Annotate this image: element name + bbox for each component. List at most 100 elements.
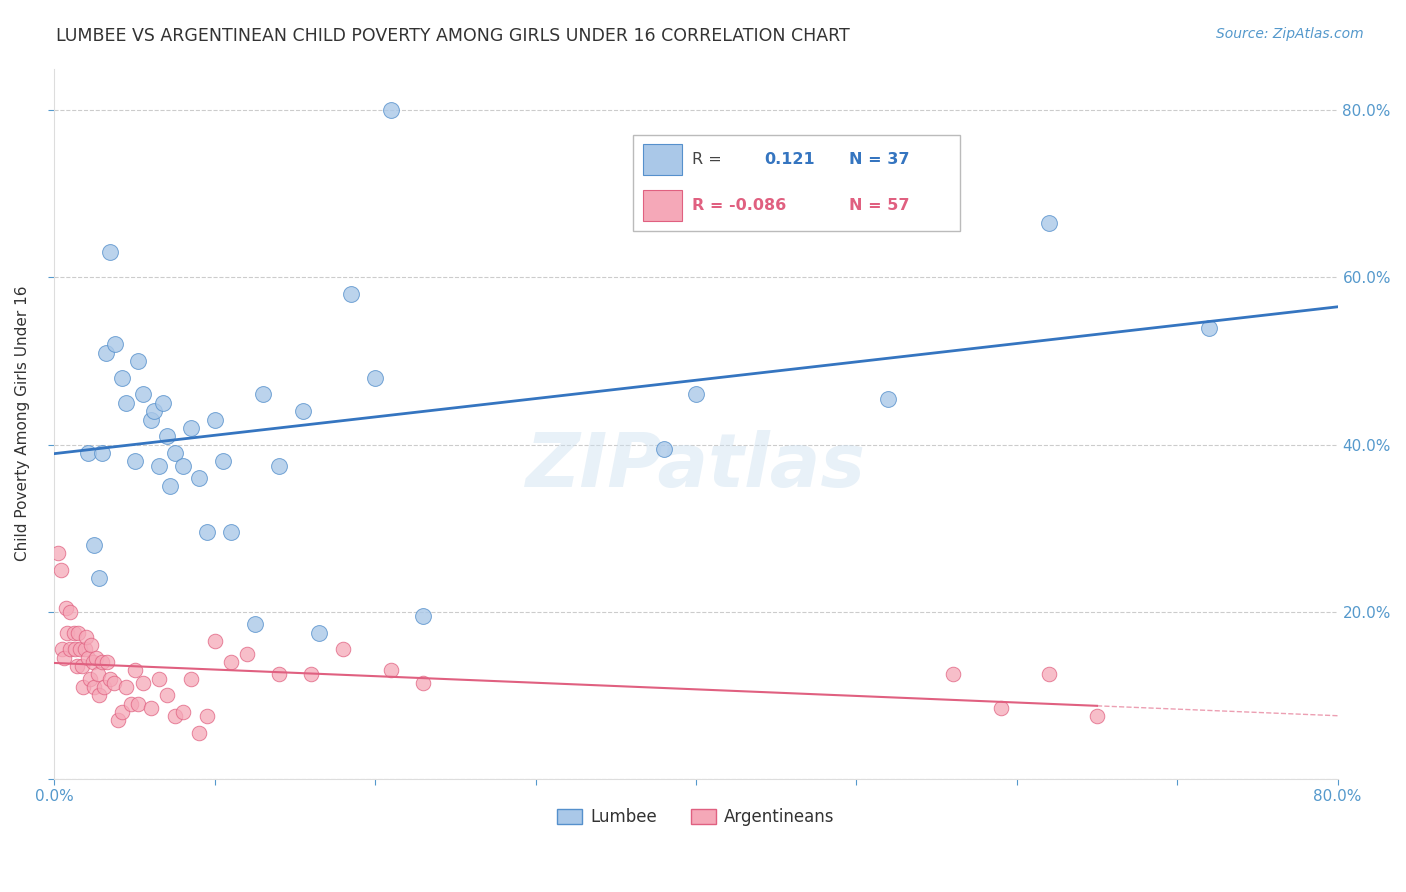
Point [236,647,259,661]
Point [131,387,153,401]
Y-axis label: Child Poverty Among Girls Under 16: Child Poverty Among Girls Under 16 [15,286,30,561]
Point [195,525,218,540]
Point [100,245,122,260]
Point [70,659,93,673]
Text: R =: R = [692,152,723,167]
Point [340,287,363,301]
Text: 0.121: 0.121 [765,152,815,167]
Point [139,412,162,426]
Point [107,714,129,728]
Point [91,446,114,460]
Point [111,370,134,384]
Point [91,655,114,669]
Point [124,663,146,677]
Point [77,446,100,460]
Text: Source: ZipAtlas.com: Source: ZipAtlas.com [1216,27,1364,41]
Bar [643,145,682,175]
Point [267,458,290,473]
Point [82,655,104,669]
Point [412,675,434,690]
Bar [643,190,682,221]
Point [332,642,354,657]
Legend: Lumbee, Argentineans: Lumbee, Argentineans [548,800,844,835]
Point [63,642,86,657]
Point [139,701,162,715]
Point [159,479,181,493]
Point [77,650,100,665]
Text: R = -0.086: R = -0.086 [692,198,786,213]
Point [120,697,142,711]
Point [86,667,108,681]
Point [252,387,274,401]
Point [51,642,73,657]
Point [127,354,149,368]
Point [1038,216,1060,230]
Point [219,655,242,669]
Point [148,672,170,686]
Point [364,370,387,384]
Point [52,650,75,665]
Point [204,634,226,648]
Point [67,625,90,640]
Point [291,404,314,418]
Point [172,705,194,719]
Point [267,667,290,681]
Text: ZIPatlas: ZIPatlas [526,430,866,503]
Point [412,609,434,624]
Point [56,625,79,640]
Point [180,672,202,686]
Point [72,680,94,694]
Point [155,689,177,703]
Point [219,525,242,540]
Point [187,726,209,740]
Point [96,655,118,669]
Point [111,705,134,719]
Point [1198,320,1220,334]
Point [187,471,209,485]
Point [59,642,82,657]
Point [124,454,146,468]
Point [115,396,138,410]
Point [55,600,77,615]
Point [652,442,675,456]
Point [243,617,266,632]
Point [83,538,105,552]
Point [69,642,91,657]
Point [180,421,202,435]
Point [100,672,122,686]
Point [93,680,115,694]
Point [80,638,103,652]
Point [84,650,107,665]
Point [380,663,402,677]
Point [127,697,149,711]
Point [104,337,127,351]
Point [195,709,218,723]
Point [59,605,82,619]
Point [308,625,330,640]
Point [299,667,322,681]
Point [211,454,233,468]
Point [1085,709,1108,723]
Point [172,458,194,473]
Text: N = 37: N = 37 [849,152,910,167]
Point [66,659,89,673]
Point [79,672,101,686]
Point [103,675,125,690]
Point [152,396,174,410]
Point [75,630,97,644]
Point [877,392,900,406]
Point [380,103,402,118]
Point [163,446,186,460]
Point [148,458,170,473]
Point [94,345,117,359]
Point [155,429,177,443]
Point [89,689,111,703]
Point [1038,667,1060,681]
Point [685,387,707,401]
Point [89,571,111,585]
Point [115,680,138,694]
Point [142,404,165,418]
Point [62,625,84,640]
Point [204,412,226,426]
Text: N = 57: N = 57 [849,198,910,213]
